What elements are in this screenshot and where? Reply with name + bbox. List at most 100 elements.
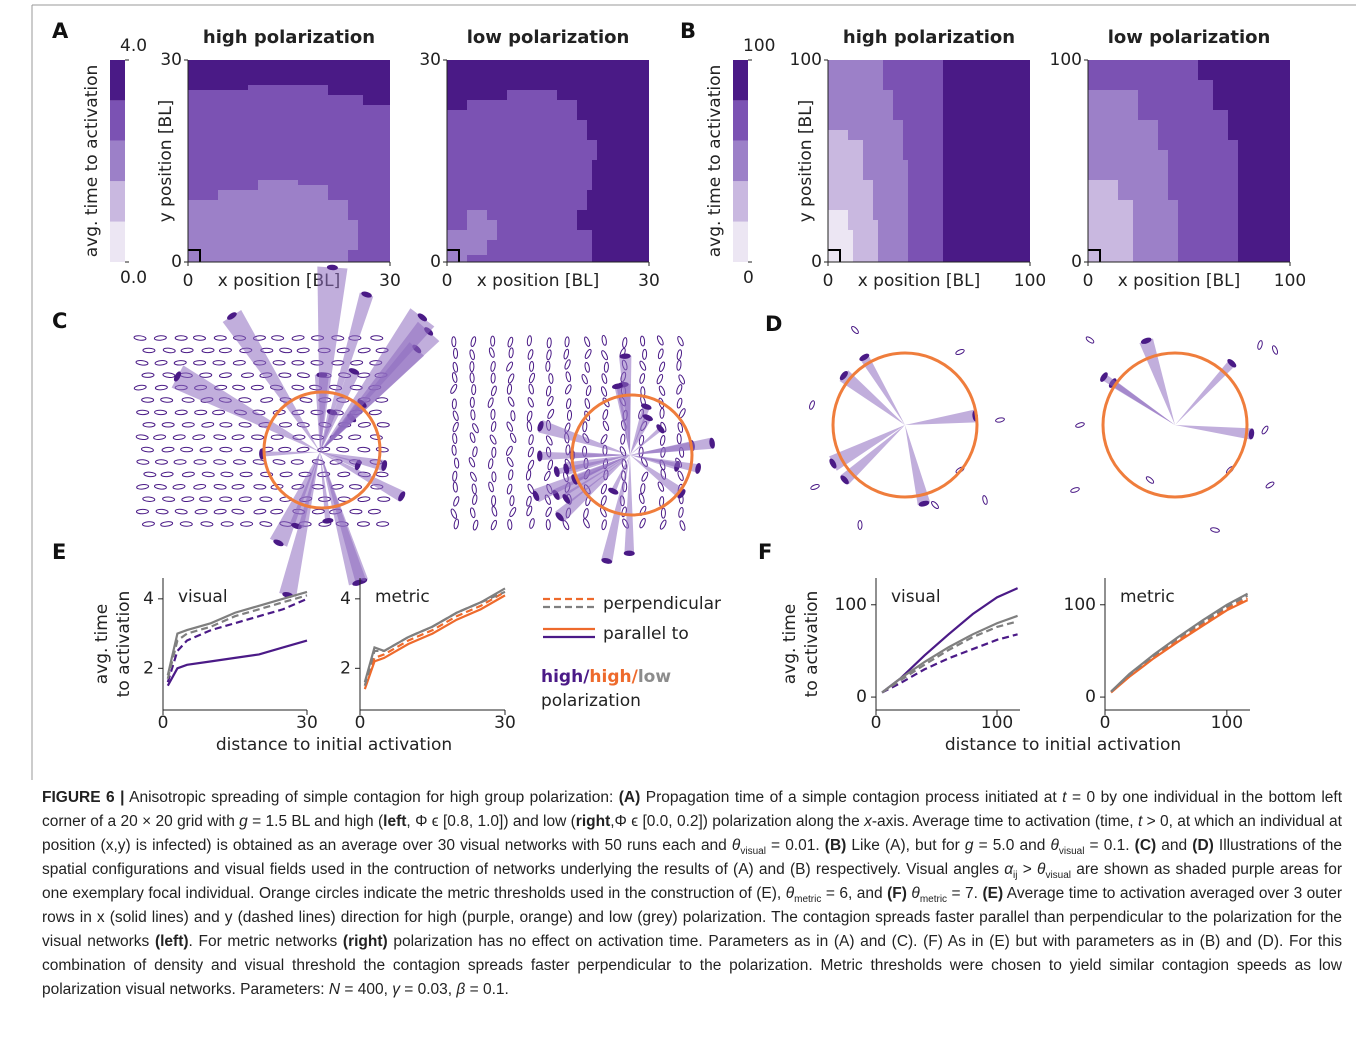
individual [657, 481, 665, 492]
individual [1227, 358, 1237, 368]
x-tick-label: 0 [442, 271, 453, 291]
caption-run: β [456, 981, 466, 998]
individual [174, 409, 188, 416]
individual [566, 409, 573, 421]
caption-run: ,Φ ϵ [0.0, 0.2]) polarization along the [610, 813, 865, 830]
visual-field [839, 370, 905, 425]
individual [602, 409, 609, 420]
caption-run: θ [911, 885, 920, 902]
individual [192, 434, 206, 441]
caption-run: (E) [982, 885, 1004, 902]
caption-run: = 0.1. [465, 981, 509, 998]
individual [193, 459, 207, 465]
individual [657, 348, 664, 360]
chart-title: visual [891, 587, 941, 607]
individual [600, 495, 607, 506]
individual [528, 372, 536, 384]
caption-run: > [1017, 861, 1038, 878]
individual [1210, 527, 1220, 533]
individual [153, 335, 167, 341]
x-axis-label: distance to initial activation [216, 735, 452, 755]
individual [566, 398, 572, 410]
individual [136, 484, 150, 490]
x-axis-label: distance to initial activation [945, 735, 1181, 755]
individual [676, 359, 682, 371]
individual [526, 335, 532, 347]
individual [451, 398, 457, 410]
caption: FIGURE 6 | Anisotropic spreading of simp… [42, 786, 1342, 1002]
individual [136, 409, 150, 416]
individual [525, 469, 532, 481]
individual [260, 471, 274, 478]
visual-field [320, 292, 374, 452]
individual [472, 423, 479, 434]
caption-run: (F) [887, 885, 907, 902]
caption-run: t [1062, 789, 1067, 806]
individual [506, 383, 513, 395]
individual [368, 409, 382, 416]
caption-run: = 7. [947, 885, 983, 902]
colorbar-band [733, 60, 748, 101]
individual [491, 446, 497, 458]
x-tick-label: 30 [379, 271, 401, 291]
heatmap-region [188, 180, 358, 262]
individual [490, 372, 496, 384]
panel-label: B [680, 19, 696, 43]
heatmap-title: low polarization [1108, 27, 1271, 48]
individual [840, 475, 849, 485]
individual [677, 470, 684, 482]
individual [231, 434, 245, 440]
caption-run: θ [1037, 861, 1046, 878]
individual [1261, 425, 1269, 435]
individual [548, 373, 554, 385]
individual [272, 459, 286, 465]
individual [279, 471, 293, 478]
series-line [363, 590, 506, 686]
individual [621, 506, 627, 518]
caption-run: > 0, at which an individual at position … [42, 813, 1342, 854]
individual [239, 471, 253, 478]
series-line [1110, 599, 1249, 694]
visual-field [538, 419, 630, 455]
individual [349, 508, 363, 515]
caption-run: ij [1013, 870, 1018, 882]
individual [469, 361, 475, 373]
individual [291, 360, 305, 366]
individual [585, 385, 592, 397]
individual [141, 397, 155, 403]
individual [639, 360, 647, 371]
individual [453, 518, 459, 530]
caption-run: FIGURE 6 | [42, 789, 125, 806]
visual-field [614, 385, 630, 455]
individual [199, 496, 213, 502]
individual [546, 337, 552, 349]
individual [619, 353, 631, 359]
individual [213, 434, 227, 441]
individual [212, 360, 226, 366]
individual [194, 508, 208, 515]
individual [491, 385, 497, 397]
individual [583, 508, 589, 519]
individual [272, 360, 286, 366]
individual [219, 446, 233, 453]
caption-run: and [1156, 837, 1193, 854]
legend-label: polarization [541, 691, 641, 711]
individual [450, 383, 458, 394]
chart-title: metric [1120, 587, 1175, 607]
individual [349, 484, 362, 490]
y-tick-label: 0 [811, 252, 822, 272]
individual [656, 335, 664, 346]
individual [253, 508, 267, 515]
individual [995, 417, 1005, 423]
individual [659, 434, 666, 446]
individual [809, 400, 815, 410]
individual [279, 347, 293, 354]
heatmap [447, 60, 649, 262]
colorbar-band [110, 140, 125, 182]
visual-field [320, 452, 405, 502]
colorbar-tick-label: 100 [743, 36, 775, 56]
metric-threshold [1101, 351, 1249, 499]
individual [676, 349, 683, 361]
individual [367, 508, 381, 515]
colorbar-band [733, 140, 748, 182]
